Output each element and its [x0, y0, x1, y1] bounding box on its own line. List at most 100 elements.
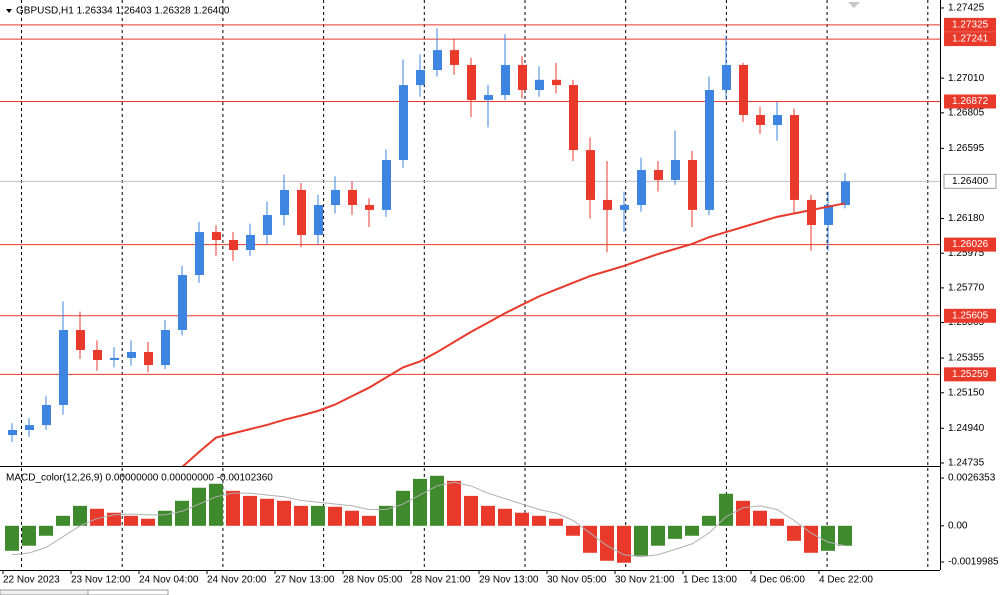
candle-body — [161, 330, 170, 366]
macd-bar — [90, 508, 104, 526]
candle-body — [773, 115, 782, 126]
x-tick-label: 30 Nov 05:00 — [547, 575, 607, 586]
macd-bar — [209, 483, 223, 526]
y-tick-label: -0.0019985 — [948, 557, 999, 568]
candle-body — [144, 352, 153, 366]
macd-bar — [379, 505, 393, 526]
macd-panel — [5, 475, 852, 563]
candle-body — [824, 205, 833, 225]
x-tick-label: 4 Dec 06:00 — [751, 575, 805, 586]
candle-body — [348, 189, 357, 206]
level-label: 1.27325 — [952, 20, 989, 31]
candle-body — [705, 89, 714, 210]
candle-body — [586, 150, 595, 200]
x-tick-label: 23 Nov 12:00 — [71, 575, 131, 586]
macd-bar — [311, 505, 325, 526]
candle-body — [280, 189, 289, 215]
macd-bar — [668, 525, 682, 539]
macd-bar — [634, 525, 648, 556]
x-tick-label: 28 Nov 21:00 — [411, 575, 471, 586]
tab[interactable] — [0, 589, 89, 595]
candle-body — [552, 79, 561, 86]
macd-bar — [328, 506, 342, 526]
candle-body — [841, 181, 850, 206]
candle-body — [722, 64, 731, 90]
candle-body — [399, 85, 408, 161]
macd-title: MACD_color(12,26,9) 0.00000000 0.0000000… — [6, 473, 273, 484]
level-tag — [944, 32, 996, 47]
y-tick-label: 1.25975 — [948, 248, 985, 259]
candle-body — [110, 357, 119, 360]
y-tick-label: 1.24940 — [948, 423, 985, 434]
macd-bar — [583, 525, 597, 553]
candle-body — [42, 404, 51, 426]
macd-bar — [141, 518, 155, 526]
candle-body — [450, 50, 459, 65]
macd-bar — [787, 525, 801, 541]
grid — [21, 0, 929, 570]
candle-body — [654, 169, 663, 180]
macd-bar — [345, 510, 359, 526]
macd-bar — [22, 525, 36, 546]
x-tick-label: 28 Nov 05:00 — [343, 575, 403, 586]
candle-body — [246, 234, 255, 251]
macd-bar — [413, 478, 427, 526]
macd-bar — [362, 515, 376, 526]
macd-bar — [5, 525, 19, 551]
one-click-toggle[interactable] — [848, 2, 860, 8]
candle-body — [501, 64, 510, 96]
candle-body — [59, 330, 68, 405]
candle-body — [739, 64, 748, 116]
macd-bar — [532, 515, 546, 526]
menu-triangle[interactable] — [6, 9, 12, 13]
level-tag — [944, 367, 996, 382]
level-label: 1.26026 — [952, 239, 989, 250]
candle-body — [467, 64, 476, 100]
candle-body — [569, 85, 578, 151]
macd-bar — [685, 525, 699, 536]
y-tick-label: 0.00 — [948, 520, 968, 531]
macd-bar — [566, 525, 580, 536]
macd-bar — [549, 518, 563, 526]
candle-body — [263, 214, 272, 235]
axes: 1.27425 1.27010 1.26805 1.26595 1.26180 1.259… — [2, 3, 999, 586]
x-tick-label: 22 Nov 2023 — [3, 575, 60, 586]
candle-body — [127, 352, 136, 358]
price-panel — [0, 24, 940, 466]
tab[interactable] — [87, 589, 169, 595]
y-tick-label: 1.25150 — [948, 387, 985, 398]
macd-bar — [464, 495, 478, 526]
candle-body — [178, 275, 187, 331]
y-tick-label: 1.25355 — [948, 353, 985, 364]
x-tick-label: 30 Nov 21:00 — [615, 575, 675, 586]
y-tick-label: 1.25770 — [948, 283, 985, 294]
level-tag — [944, 94, 996, 109]
macd-bar — [243, 495, 257, 526]
level-label: 1.26872 — [952, 96, 989, 107]
macd-bar — [821, 525, 835, 551]
y-tick-label: 1.24735 — [948, 458, 985, 469]
candle-body — [331, 189, 340, 206]
macd-bar — [481, 505, 495, 526]
macd-bar — [447, 480, 461, 526]
level-label: 1.25259 — [952, 369, 989, 380]
candle-body — [620, 205, 629, 210]
candle-body — [314, 205, 323, 235]
macd-bar — [515, 512, 529, 526]
level-label: 1.27241 — [952, 34, 989, 45]
macd-bar — [753, 510, 767, 526]
chart-title: GBPUSD,H1 1.26334 1.26403 1.26328 1.2640… — [16, 6, 230, 17]
x-tick-label: 24 Nov 20:00 — [207, 575, 267, 586]
candle-body — [535, 79, 544, 90]
y-tick-label: 1.26180 — [948, 213, 985, 224]
macd-bar — [430, 475, 444, 526]
candle-body — [416, 70, 425, 86]
macd-bar — [838, 525, 852, 546]
candle-body — [195, 232, 204, 276]
y-tick-label: 1.27010 — [948, 73, 985, 84]
candle-body — [382, 160, 391, 210]
candle-body — [790, 115, 799, 200]
candle-body — [484, 95, 493, 100]
candle-body — [8, 429, 17, 436]
